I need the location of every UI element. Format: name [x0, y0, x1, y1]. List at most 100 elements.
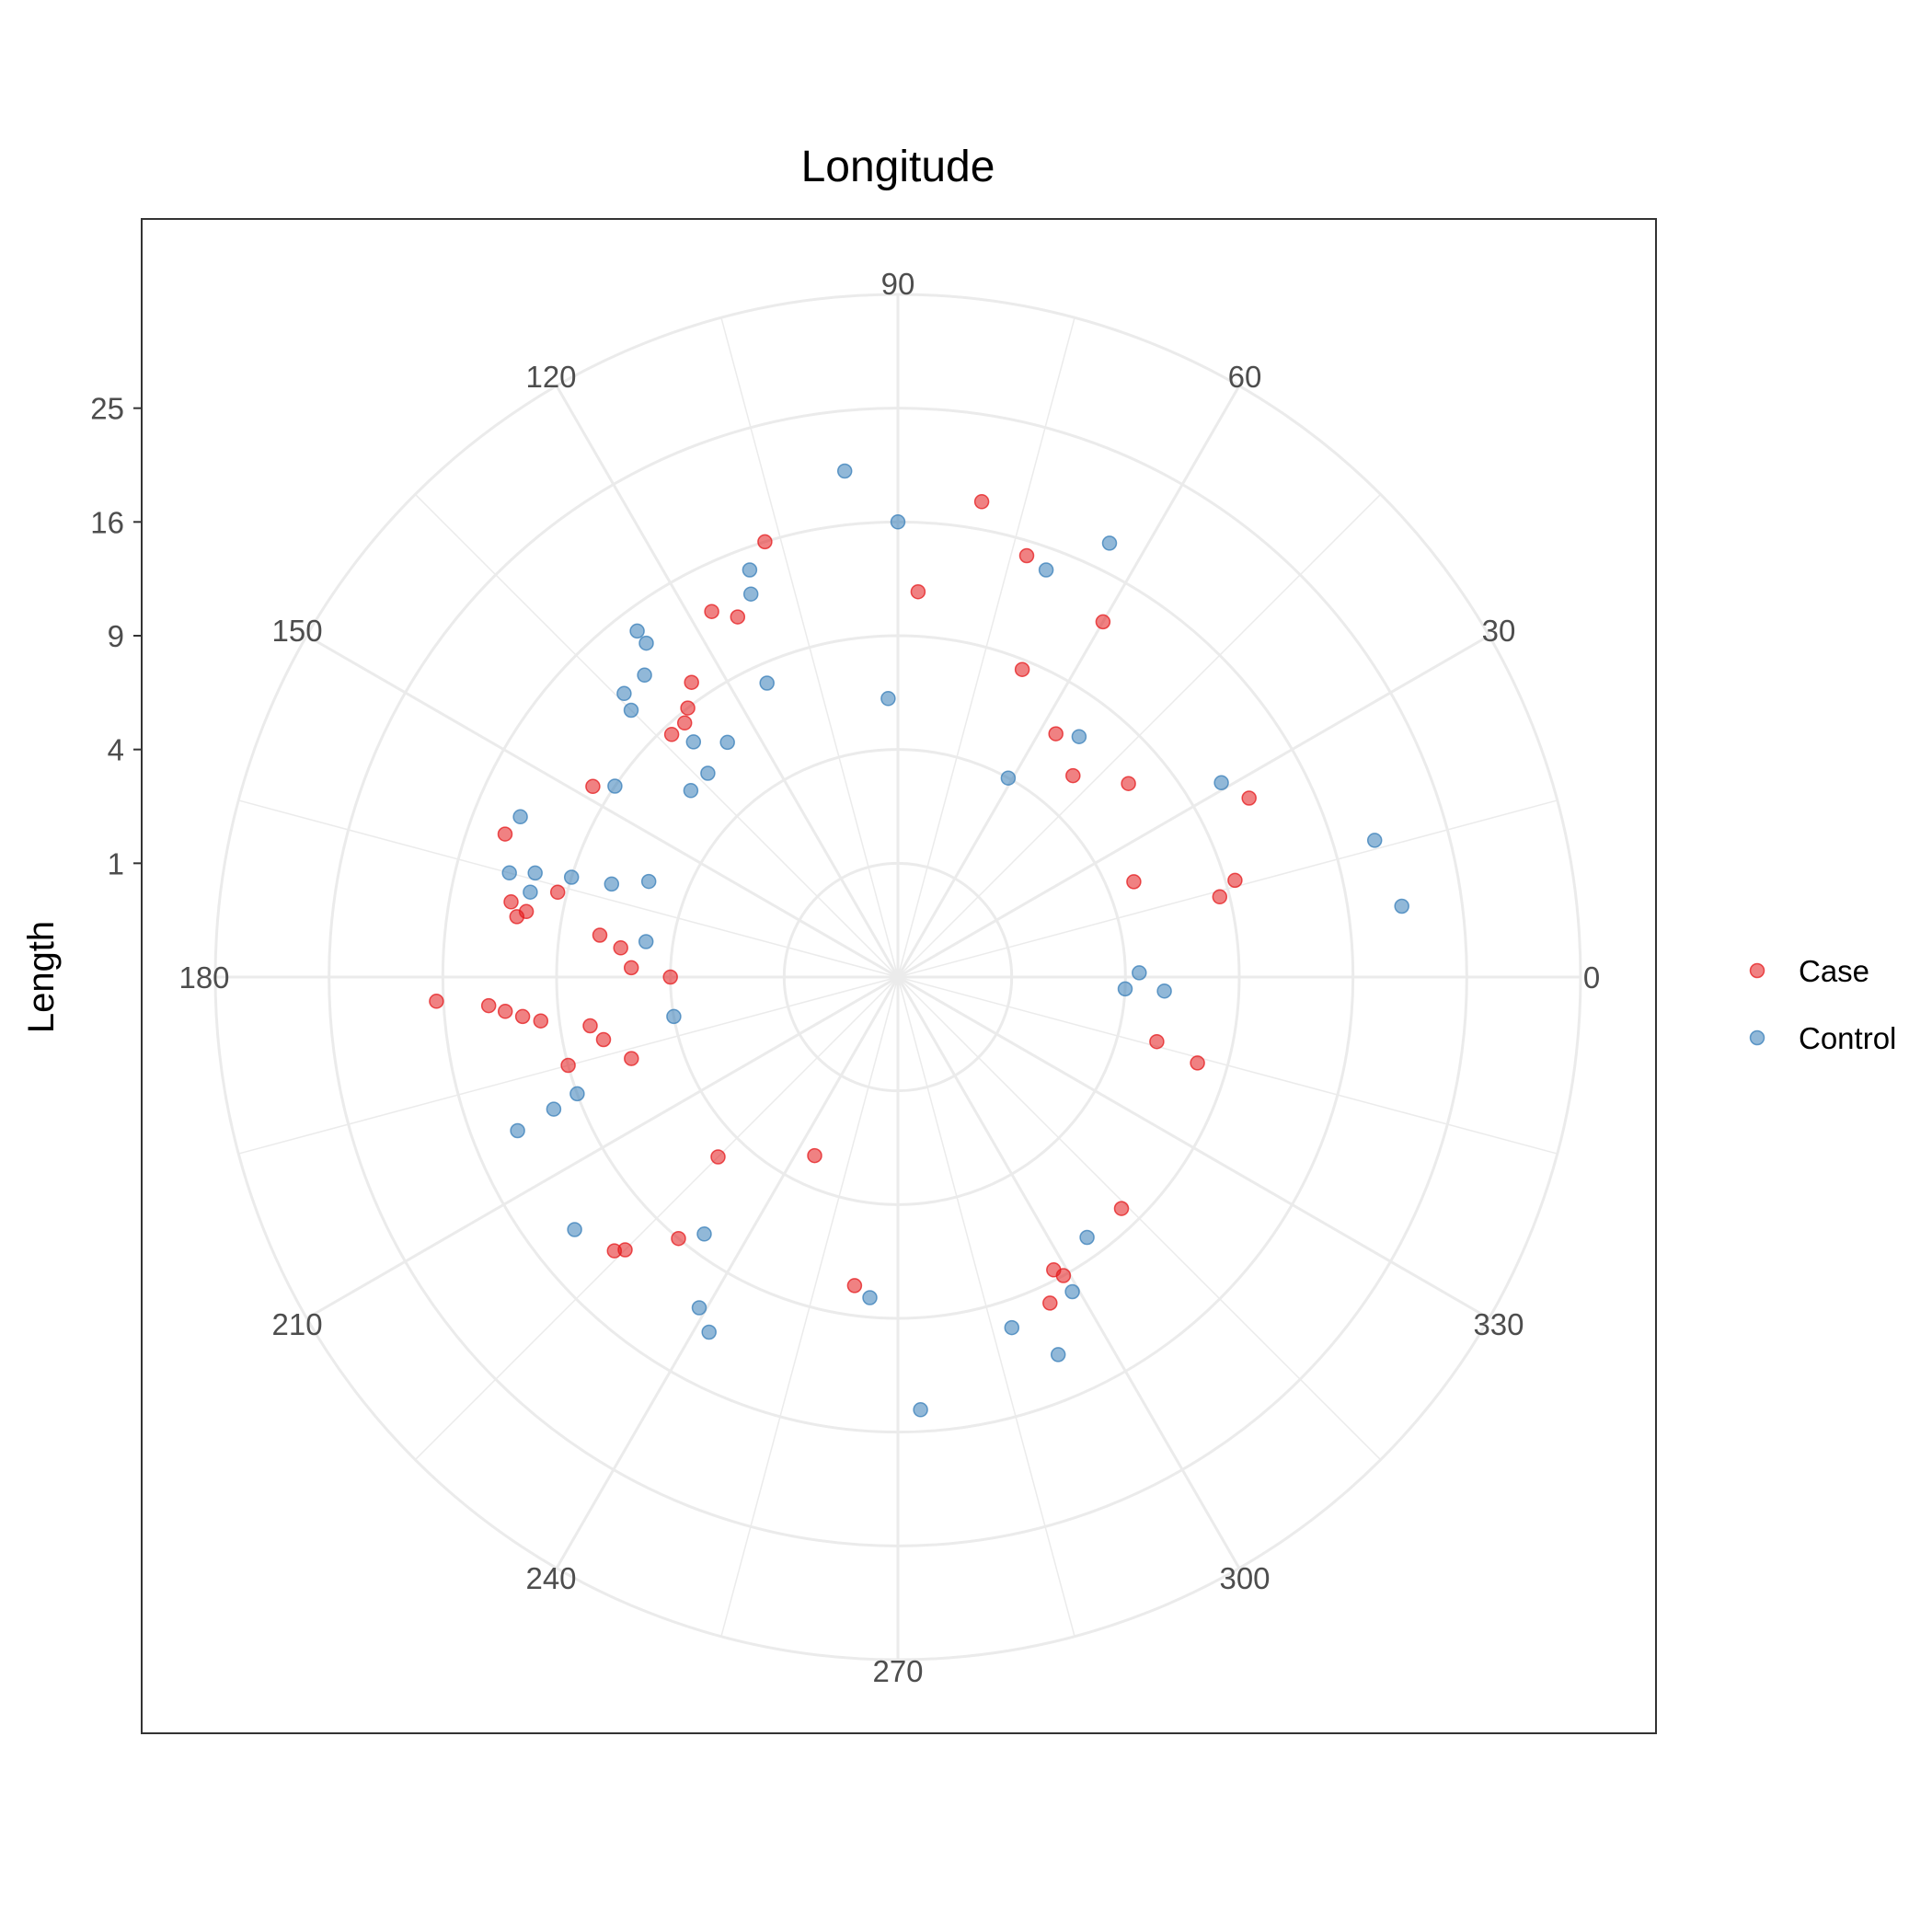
- data-point-control: [742, 562, 758, 578]
- data-point-case: [910, 583, 926, 600]
- data-point-case: [1190, 1055, 1205, 1071]
- data-point-case: [592, 927, 608, 943]
- data-point-control: [890, 514, 906, 530]
- y-axis-label: Length: [21, 921, 62, 1033]
- r-tick-label: 9: [108, 619, 124, 653]
- data-point-case: [671, 1230, 686, 1247]
- data-point-case: [429, 994, 444, 1009]
- data-point-control: [1000, 770, 1017, 786]
- data-point-control: [563, 869, 580, 885]
- data-point-case: [1212, 889, 1228, 905]
- theta-tick-label: 120: [525, 360, 576, 394]
- data-point-case: [1048, 726, 1064, 742]
- data-point-control: [1004, 1319, 1020, 1336]
- data-point-case: [1113, 1201, 1130, 1216]
- data-point-case: [560, 1057, 576, 1074]
- theta-tick-label: 270: [872, 1654, 923, 1688]
- data-point-case: [807, 1147, 822, 1164]
- r-tick-label: 1: [108, 846, 124, 880]
- legend: Case Control: [1749, 954, 1896, 1055]
- grid-ring: [555, 634, 1241, 1320]
- theta-tick-label: 300: [1219, 1561, 1270, 1595]
- data-point-control: [527, 865, 543, 881]
- data-point-case: [1065, 767, 1081, 784]
- data-point-control: [719, 734, 735, 751]
- data-point-case: [595, 1031, 612, 1048]
- data-point-case: [533, 1013, 549, 1029]
- data-point-case: [497, 1004, 513, 1019]
- r-tick-label: 25: [90, 392, 124, 426]
- data-point-control: [569, 1086, 585, 1102]
- data-point-control: [638, 635, 654, 651]
- data-point-case: [497, 826, 513, 842]
- data-point-case: [509, 909, 525, 925]
- data-point-control: [913, 1402, 928, 1418]
- data-point-control: [862, 1290, 878, 1305]
- data-point-case: [1126, 874, 1142, 890]
- data-point-case: [503, 894, 519, 910]
- data-point-control: [666, 1008, 682, 1025]
- data-point-case: [585, 778, 601, 795]
- data-point-case: [710, 1149, 726, 1165]
- data-point-case: [1042, 1295, 1058, 1311]
- r-tick-label: 16: [90, 505, 124, 539]
- theta-tick-label: 150: [271, 614, 322, 648]
- data-point-control: [700, 765, 716, 781]
- chart-title: Longitude: [801, 143, 995, 191]
- data-point-case: [1055, 1268, 1072, 1283]
- data-point-control: [523, 884, 538, 900]
- data-point-case: [680, 700, 696, 716]
- data-point-control: [742, 586, 759, 602]
- r-tick-label: 4: [108, 733, 124, 767]
- data-point-control: [604, 876, 620, 892]
- data-point-case: [623, 960, 639, 976]
- data-point-case: [624, 1051, 639, 1066]
- theta-tick-label: 90: [881, 267, 915, 301]
- data-point-control: [1132, 965, 1147, 981]
- data-point-case: [676, 715, 693, 731]
- data-point-control: [512, 809, 528, 825]
- data-point-case: [662, 969, 678, 985]
- data-point-control: [501, 865, 517, 881]
- data-point-case: [704, 604, 719, 619]
- data-point-case: [480, 997, 497, 1014]
- data-point-control: [623, 702, 639, 719]
- theta-tick-label: 180: [178, 960, 229, 995]
- data-point-control: [637, 667, 652, 684]
- radial-axis: 1 4 9 16 25: [90, 392, 142, 880]
- theta-tick-labels: 0 30 60 90 120 150 180 210 240 270 300 330: [178, 267, 1600, 1688]
- data-point-case: [606, 1243, 623, 1259]
- data-point-control: [640, 873, 657, 890]
- data-point-control: [638, 934, 654, 949]
- data-point-control: [1071, 729, 1087, 744]
- data-point-case: [846, 1278, 863, 1294]
- data-point-control: [567, 1222, 582, 1237]
- data-point-control: [629, 623, 645, 639]
- data-point-control: [685, 734, 702, 750]
- legend-label-control: Control: [1799, 1021, 1896, 1055]
- data-point-control: [607, 778, 623, 794]
- data-point-control: [1038, 562, 1054, 578]
- grid-ring: [782, 861, 1014, 1093]
- data-point-case: [1014, 661, 1030, 677]
- data-point-control: [1156, 983, 1172, 999]
- legend-key-case: [1749, 962, 1765, 979]
- theta-tick-label: 60: [1228, 360, 1262, 394]
- theta-tick-label: 210: [271, 1307, 322, 1341]
- data-point-control: [691, 1300, 707, 1316]
- data-point-control: [1050, 1347, 1066, 1363]
- data-point-control: [1117, 981, 1133, 997]
- data-point-case: [549, 884, 566, 901]
- data-point-case: [1121, 776, 1136, 791]
- data-point-control: [1064, 1283, 1080, 1300]
- data-point-control: [880, 691, 896, 707]
- data-point-case: [613, 940, 628, 956]
- grid-ring: [328, 407, 1468, 1547]
- data-point-case: [973, 494, 990, 510]
- data-point-control: [1366, 833, 1383, 848]
- theta-tick-label: 30: [1482, 614, 1516, 648]
- data-point-case: [1241, 790, 1257, 806]
- data-point-case: [514, 1008, 531, 1025]
- outer-ring: [213, 293, 1582, 1662]
